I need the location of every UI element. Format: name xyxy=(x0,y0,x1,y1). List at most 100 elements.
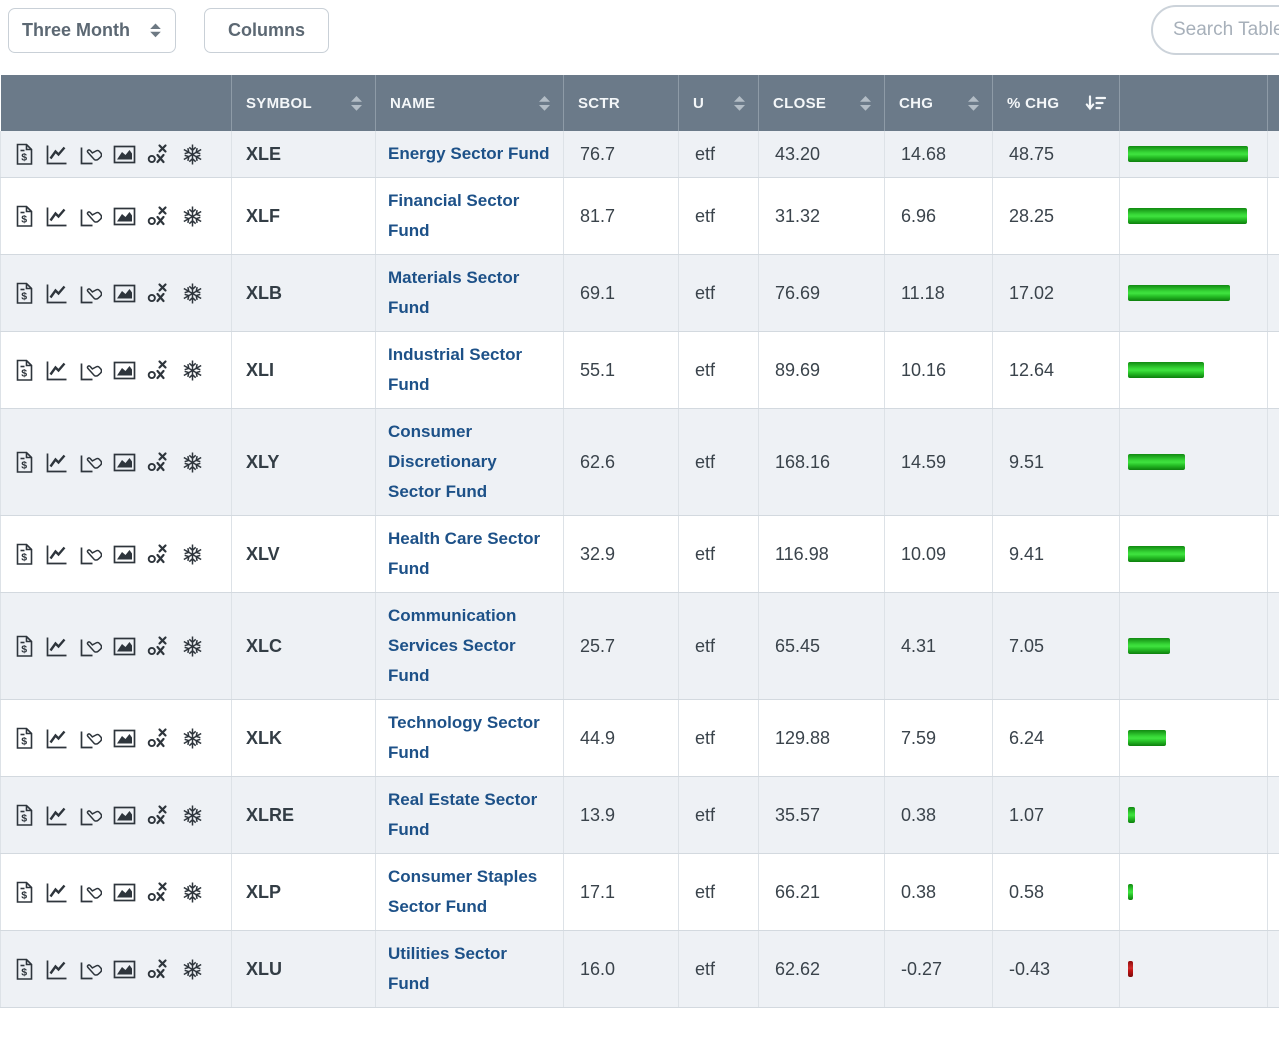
gallery-area-chart-icon[interactable] xyxy=(113,637,136,656)
seasonality-snowflake-icon[interactable] xyxy=(181,359,204,382)
interactive-chart-pointer-icon[interactable] xyxy=(79,958,102,981)
gallery-area-chart-icon[interactable] xyxy=(113,806,136,825)
fund-name-link[interactable]: Technology Sector Fund xyxy=(388,713,540,762)
sharpchart-line-icon[interactable] xyxy=(45,205,68,228)
seasonality-snowflake-icon[interactable] xyxy=(181,881,204,904)
summary-doc-dollar-icon[interactable]: $ xyxy=(15,451,34,474)
seasonality-snowflake-icon[interactable] xyxy=(181,958,204,981)
summary-doc-dollar-icon[interactable]: $ xyxy=(15,958,34,981)
row-actions-cell: $ xyxy=(0,699,232,777)
symbol-text: XLE xyxy=(246,143,282,164)
seasonality-snowflake-icon[interactable] xyxy=(181,635,204,658)
interactive-chart-pointer-icon[interactable] xyxy=(79,881,102,904)
fund-name-link[interactable]: Industrial Sector Fund xyxy=(388,345,523,394)
fund-name-link[interactable]: Consumer Discretionary Sector Fund xyxy=(388,422,497,501)
col-header-symbol[interactable]: SYMBOL xyxy=(231,75,376,131)
sort-toggle-icon[interactable] xyxy=(350,95,363,112)
summary-doc-dollar-icon[interactable]: $ xyxy=(15,804,34,827)
sharpchart-line-icon[interactable] xyxy=(45,727,68,750)
interactive-chart-pointer-icon[interactable] xyxy=(79,804,102,827)
summary-doc-dollar-icon[interactable]: $ xyxy=(15,635,34,658)
fund-name-link[interactable]: Energy Sector Fund xyxy=(388,144,550,163)
sharpchart-line-icon[interactable] xyxy=(45,804,68,827)
row-actions-cell: $ xyxy=(0,131,232,178)
sort-toggle-icon[interactable] xyxy=(538,95,551,112)
fund-name-link[interactable]: Financial Sector Fund xyxy=(388,191,520,240)
sharpchart-line-icon[interactable] xyxy=(45,881,68,904)
sharpchart-line-icon[interactable] xyxy=(45,143,68,166)
search-table-input[interactable] xyxy=(1151,5,1279,55)
summary-doc-dollar-icon[interactable]: $ xyxy=(15,282,34,305)
sort-descending-icon[interactable] xyxy=(1084,94,1107,112)
period-select[interactable]: Three Month xyxy=(8,8,176,53)
point-and-figure-icon[interactable] xyxy=(147,282,170,305)
point-and-figure-icon[interactable] xyxy=(147,958,170,981)
seasonality-snowflake-icon[interactable] xyxy=(181,143,204,166)
sharpchart-line-icon[interactable] xyxy=(45,359,68,382)
sharpchart-line-icon[interactable] xyxy=(45,451,68,474)
sort-toggle-icon[interactable] xyxy=(859,95,872,112)
gallery-area-chart-icon[interactable] xyxy=(113,960,136,979)
interactive-chart-pointer-icon[interactable] xyxy=(79,359,102,382)
interactive-chart-pointer-icon[interactable] xyxy=(79,727,102,750)
point-and-figure-icon[interactable] xyxy=(147,451,170,474)
interactive-chart-pointer-icon[interactable] xyxy=(79,282,102,305)
seasonality-snowflake-icon[interactable] xyxy=(181,727,204,750)
row-actions: $ xyxy=(15,881,225,904)
interactive-chart-pointer-icon[interactable] xyxy=(79,451,102,474)
gallery-area-chart-icon[interactable] xyxy=(113,207,136,226)
interactive-chart-pointer-icon[interactable] xyxy=(79,143,102,166)
summary-doc-dollar-icon[interactable]: $ xyxy=(15,143,34,166)
fund-name-link[interactable]: Utilities Sector Fund xyxy=(388,944,508,993)
seasonality-snowflake-icon[interactable] xyxy=(181,282,204,305)
sort-toggle-icon[interactable] xyxy=(967,95,980,112)
gallery-area-chart-icon[interactable] xyxy=(113,545,136,564)
point-and-figure-icon[interactable] xyxy=(147,205,170,228)
fund-name-link[interactable]: Health Care Sector Fund xyxy=(388,529,541,578)
gallery-area-chart-icon[interactable] xyxy=(113,361,136,380)
gallery-area-chart-icon[interactable] xyxy=(113,883,136,902)
name-cell: Materials Sector Fund xyxy=(375,254,564,332)
sharpchart-line-icon[interactable] xyxy=(45,282,68,305)
name-cell: Real Estate Sector Fund xyxy=(375,776,564,854)
seasonality-snowflake-icon[interactable] xyxy=(181,804,204,827)
point-and-figure-icon[interactable] xyxy=(147,881,170,904)
summary-doc-dollar-icon[interactable]: $ xyxy=(15,543,34,566)
seasonality-snowflake-icon[interactable] xyxy=(181,543,204,566)
point-and-figure-icon[interactable] xyxy=(147,543,170,566)
columns-button[interactable]: Columns xyxy=(204,8,330,53)
point-and-figure-icon[interactable] xyxy=(147,804,170,827)
col-header-u[interactable]: U xyxy=(678,75,759,131)
seasonality-snowflake-icon[interactable] xyxy=(181,205,204,228)
col-header-close[interactable]: CLOSE xyxy=(758,75,885,131)
interactive-chart-pointer-icon[interactable] xyxy=(79,635,102,658)
summary-doc-dollar-icon[interactable]: $ xyxy=(15,359,34,382)
point-and-figure-icon[interactable] xyxy=(147,727,170,750)
summary-doc-dollar-icon[interactable]: $ xyxy=(15,881,34,904)
fund-name-link[interactable]: Real Estate Sector Fund xyxy=(388,790,538,839)
col-header-pct_chg[interactable]: % CHG xyxy=(992,75,1120,131)
fund-name-link[interactable]: Consumer Staples Sector Fund xyxy=(388,867,538,916)
gallery-area-chart-icon[interactable] xyxy=(113,284,136,303)
point-and-figure-icon[interactable] xyxy=(147,143,170,166)
fund-name-link[interactable]: Communication Services Sector Fund xyxy=(388,606,517,685)
point-and-figure-icon[interactable] xyxy=(147,359,170,382)
sharpchart-line-icon[interactable] xyxy=(45,635,68,658)
sharpchart-line-icon[interactable] xyxy=(45,543,68,566)
seasonality-snowflake-icon[interactable] xyxy=(181,451,204,474)
fund-name-link[interactable]: Materials Sector Fund xyxy=(388,268,520,317)
row-actions: $ xyxy=(15,143,225,166)
col-header-chg[interactable]: CHG xyxy=(884,75,993,131)
sharpchart-line-icon[interactable] xyxy=(45,958,68,981)
gallery-area-chart-icon[interactable] xyxy=(113,729,136,748)
point-and-figure-icon[interactable] xyxy=(147,635,170,658)
interactive-chart-pointer-icon[interactable] xyxy=(79,205,102,228)
summary-doc-dollar-icon[interactable]: $ xyxy=(15,727,34,750)
summary-doc-dollar-icon[interactable]: $ xyxy=(15,205,34,228)
gallery-area-chart-icon[interactable] xyxy=(113,453,136,472)
col-header-bar xyxy=(1119,75,1268,131)
col-header-name[interactable]: NAME xyxy=(375,75,564,131)
interactive-chart-pointer-icon[interactable] xyxy=(79,543,102,566)
sort-toggle-icon[interactable] xyxy=(733,95,746,112)
gallery-area-chart-icon[interactable] xyxy=(113,145,136,164)
